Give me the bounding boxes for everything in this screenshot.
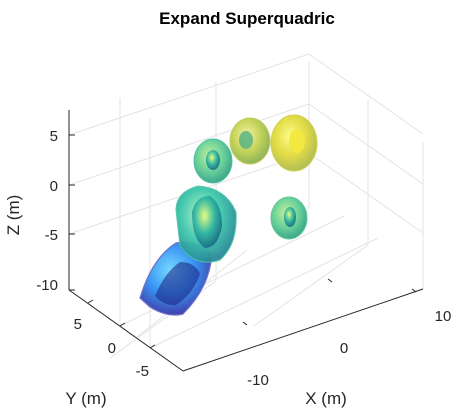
x-axis-line — [182, 288, 424, 372]
x-tick-mark — [327, 278, 333, 283]
x-axis-label: X (m) — [305, 389, 347, 408]
y-axis-line — [68, 289, 184, 372]
grid-line — [253, 244, 369, 327]
y-tick-label: 0 — [108, 340, 116, 357]
y-axis-label: Y (m) — [65, 389, 106, 408]
x-tick-mark — [242, 321, 248, 326]
x-tick-label: 10 — [435, 308, 452, 325]
superquadric-2-inner — [192, 196, 222, 248]
z-tick-label: -10 — [36, 277, 58, 294]
y-tick-mark — [149, 344, 156, 349]
y-tick-mark — [119, 322, 126, 327]
axes-lines — [68, 110, 424, 372]
grid-line — [68, 103, 310, 186]
superquadric-4-inner — [206, 150, 220, 170]
y-tick-label: -5 — [136, 363, 149, 380]
superquadric-5-inner — [239, 131, 253, 149]
x-tick-label: -10 — [247, 372, 269, 389]
superquadric-3-inner — [284, 207, 296, 227]
grid-line — [68, 53, 310, 136]
y-tick-mark — [87, 299, 94, 304]
superquadric-objects — [139, 114, 318, 316]
x-tick-label: 0 — [340, 340, 348, 357]
y-tick-label: 5 — [74, 316, 82, 333]
grid-line — [308, 152, 424, 234]
z-tick-label: 5 — [50, 128, 58, 145]
superquadric-1-inner — [155, 262, 200, 306]
axes-grid — [68, 53, 424, 359]
grid-line — [308, 53, 424, 135]
superquadric-6-inner — [289, 129, 305, 153]
z-axis-label: Z (m) — [4, 195, 23, 236]
z-tick-label: 0 — [50, 178, 58, 195]
y-tick-labels: 5 0 -5 — [74, 316, 149, 380]
chart-title: Expand Superquadric — [159, 9, 335, 28]
z-tick-labels: 5 0 -5 -10 — [36, 128, 58, 294]
x-tick-labels: -10 0 10 — [247, 308, 451, 389]
grid-line — [308, 103, 424, 185]
grid-line — [149, 237, 379, 349]
z-tick-label: -5 — [45, 227, 58, 244]
x-tick-mark — [411, 288, 417, 293]
